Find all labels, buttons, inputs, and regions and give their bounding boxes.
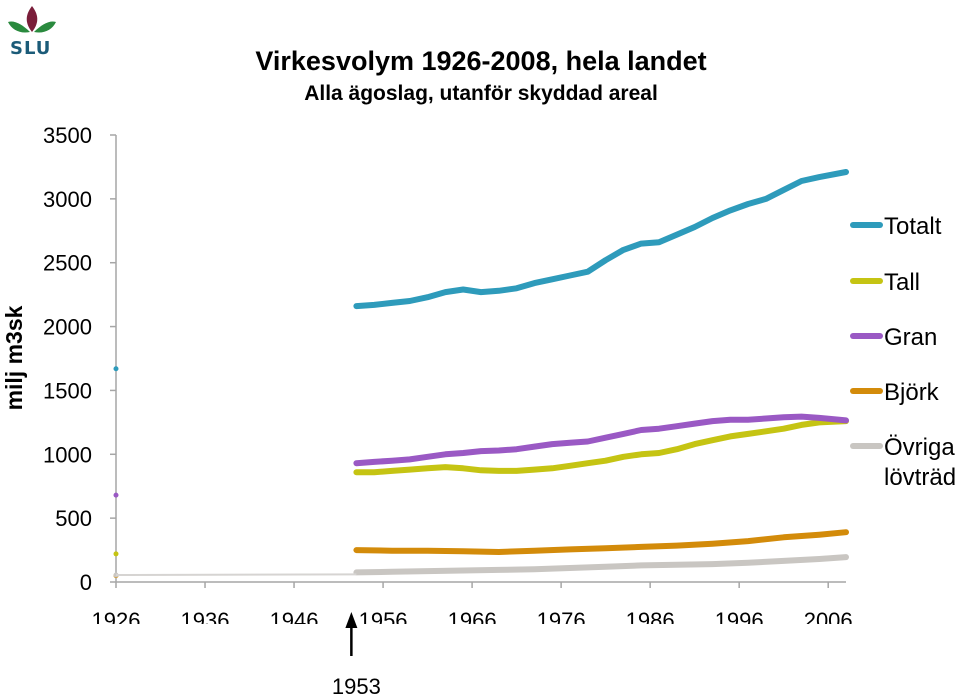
series-point-1926	[113, 551, 119, 557]
series-connector	[115, 573, 357, 576]
x-tick-label: 1986	[626, 608, 675, 633]
annotation-label: 1953	[332, 674, 381, 699]
legend-label: Björk	[884, 379, 940, 406]
y-tick-label: 1500	[43, 378, 92, 403]
x-tick-label: 2006	[804, 608, 853, 633]
series-line-björk	[353, 529, 849, 555]
chart-title: Virkesvolym 1926-2008, hela landet	[255, 46, 707, 76]
y-tick-label: 0	[80, 570, 92, 595]
series-point-1926	[113, 492, 119, 498]
legend-label-line2: lövträd	[884, 464, 956, 491]
x-tick-label: 1936	[181, 608, 230, 633]
legend-label: Totalt	[884, 213, 942, 240]
series-line-övriga-lövträd	[353, 554, 849, 576]
x-tick-labels: 1926 1936 1946 1956 1966 1976 1986 1996 2006	[92, 608, 853, 633]
slu-leaf-icon	[8, 6, 56, 33]
annotation-arrowhead	[345, 612, 358, 628]
x-tick-label: 1996	[715, 608, 764, 633]
x-tick-label: 1946	[270, 608, 319, 633]
chart-subtitle: Alla ägoslag, utanför skyddad areal	[304, 82, 658, 105]
y-tick-label: 500	[55, 506, 92, 531]
x-tick-label: 1976	[537, 608, 586, 633]
y-tick-label: 3000	[43, 187, 92, 212]
x-tick-label: 1966	[448, 608, 497, 633]
series-point-1926	[113, 366, 119, 372]
axes: 0 500 1000 1500 2000 2500 3000 3500 1926 1936 1946…	[1, 123, 853, 633]
series-lines	[113, 169, 849, 579]
legend-label: Gran	[884, 324, 937, 351]
legend-label: Övriga	[884, 434, 955, 461]
legend-label: Tall	[884, 269, 920, 296]
y-tick-label: 2500	[43, 251, 92, 276]
series-line-tall	[353, 418, 849, 476]
x-tick-label: 1926	[92, 608, 141, 633]
y-tick-label: 2000	[43, 315, 92, 340]
y-axis-label: milj m3sk	[1, 305, 27, 410]
legend: Totalt Tall Gran Björk Övriga lövträd	[850, 213, 956, 491]
logo-text: SLU	[10, 38, 52, 59]
x-tick-label: 1956	[359, 608, 408, 633]
y-tick-label: 1000	[43, 442, 92, 467]
series-line-gran	[353, 413, 849, 467]
annotation: 1953	[332, 612, 381, 699]
y-tick-label: 3500	[43, 123, 92, 148]
series-line-totalt	[353, 169, 849, 310]
slu-logo: SLU	[4, 2, 60, 60]
